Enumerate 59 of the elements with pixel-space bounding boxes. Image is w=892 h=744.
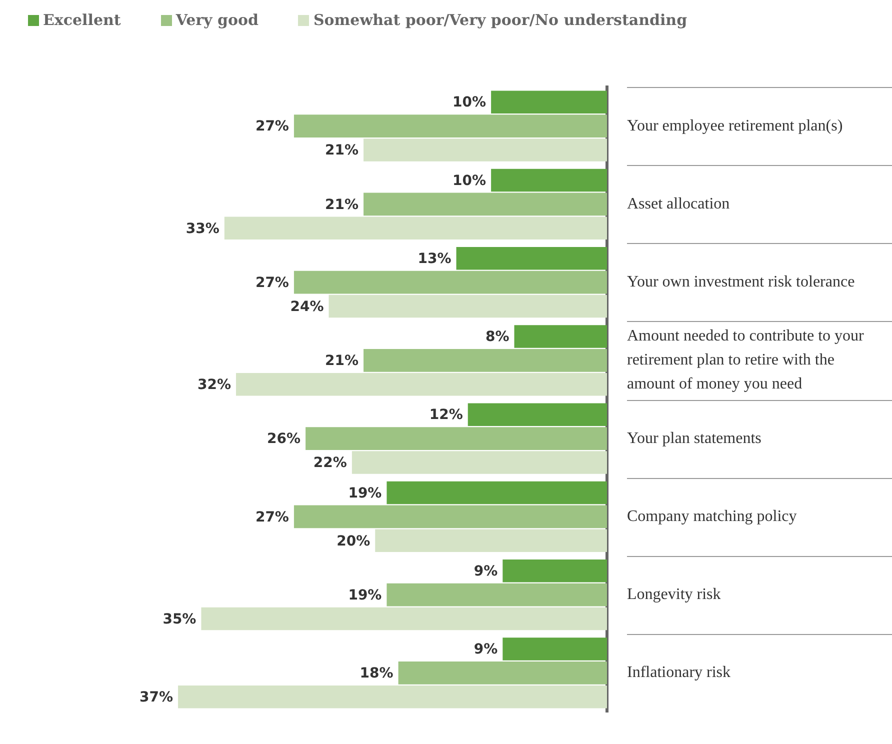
bar [456,246,607,270]
y-tick-label: Asset allocation [627,195,730,212]
bar [352,451,607,474]
data-label: 37% [140,690,174,706]
bar [328,294,607,318]
y-tick-label: Your employee retirement plan(s) [627,117,843,134]
bar [178,686,607,708]
data-label: 21% [325,196,359,213]
bar [294,270,607,294]
bar [375,529,607,552]
data-label: 18% [360,666,394,682]
bar [364,138,607,162]
data-label: 22% [313,455,347,472]
bar [468,403,607,426]
data-label: 12% [429,407,463,424]
y-tick-label: Your own investment risk tolerance [627,274,855,291]
data-label: 27% [255,118,289,135]
data-label: 20% [336,533,370,550]
bar [294,114,607,138]
data-label: 32% [197,377,231,394]
data-label: 9% [474,642,498,658]
data-label: 26% [267,431,301,448]
data-label: 27% [255,274,289,291]
y-tick-label: Amount needed to contribute to your retirement plan to retire with the amount of money you need [627,328,865,393]
data-label: 13% [418,250,452,267]
data-label: 27% [255,509,289,526]
y-tick-label: Company matching policy [627,508,797,525]
data-label: 19% [348,485,382,502]
legend-label: Somewhat poor/Very poor/No understanding [313,11,688,29]
bar [201,607,607,630]
bar [514,325,607,348]
bar [224,216,607,240]
data-label: 10% [452,94,486,111]
bar [236,373,607,396]
data-label: 8% [485,329,510,346]
bar [502,638,607,660]
data-label: 21% [325,353,359,370]
bar [386,481,607,504]
bar [306,427,607,450]
bar [491,168,607,192]
data-label: 10% [452,172,486,189]
bar [386,583,607,606]
bar [364,192,607,216]
bar [398,662,607,684]
bar [502,559,607,582]
y-tick-label: Inflationary risk [627,664,731,682]
bar [294,505,607,528]
data-label: 21% [325,142,359,159]
data-label: 24% [290,298,324,315]
data-label: 19% [348,587,382,604]
legend-label: Excellent [43,11,121,29]
bar [491,90,607,114]
y-tick-label: Your plan statements [627,430,762,447]
legend-label: Very good [176,11,258,29]
data-label: 35% [162,611,196,628]
data-label: 9% [474,563,498,580]
bar [364,349,607,372]
data-label: 33% [186,220,220,237]
y-tick-label: Longevity risk [627,586,721,604]
